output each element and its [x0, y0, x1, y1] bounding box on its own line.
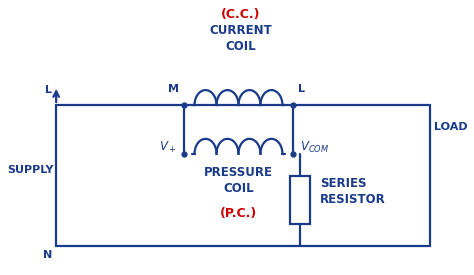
Text: $V_+$: $V_+$	[159, 139, 177, 155]
Text: CURRENT
COIL: CURRENT COIL	[210, 24, 272, 53]
Text: L: L	[45, 85, 52, 95]
Text: PRESSURE
COIL: PRESSURE COIL	[204, 166, 273, 195]
Text: SUPPLY: SUPPLY	[8, 165, 54, 175]
Text: N: N	[43, 250, 52, 260]
Text: L: L	[298, 84, 305, 94]
Text: LOAD: LOAD	[434, 122, 467, 132]
Text: $V_{COM}$: $V_{COM}$	[300, 139, 329, 155]
Bar	[290, 176, 310, 224]
Text: SERIES
RESISTOR: SERIES RESISTOR	[320, 177, 385, 206]
Text: (C.C.): (C.C.)	[221, 8, 260, 21]
Text: (P.C.): (P.C.)	[220, 207, 257, 220]
Text: M: M	[168, 84, 179, 94]
